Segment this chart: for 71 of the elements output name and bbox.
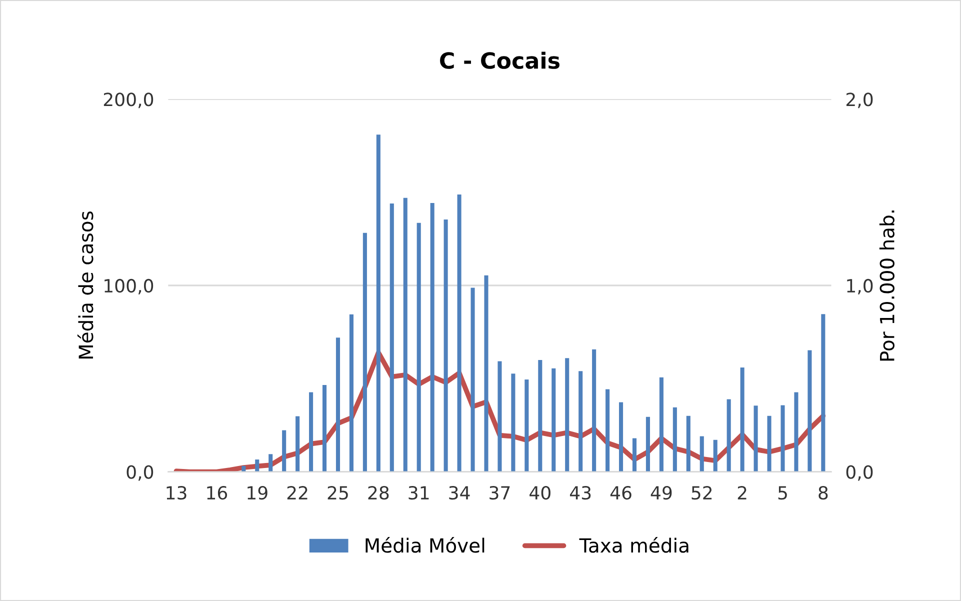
x-tick-label: 52 — [692, 486, 712, 500]
bar — [470, 288, 475, 472]
bar — [322, 384, 327, 472]
bar — [524, 380, 529, 472]
bar — [821, 314, 826, 472]
bar — [430, 202, 434, 472]
bar — [713, 440, 718, 472]
bar — [565, 358, 570, 472]
bar — [336, 338, 340, 472]
bar — [444, 220, 448, 472]
bar — [268, 454, 273, 472]
bar — [538, 360, 542, 472]
y-tick-label: 200,0 — [104, 92, 154, 108]
chart-title: C - Cocais — [440, 52, 560, 69]
bar — [578, 371, 583, 472]
y2-tick-label: 1,0 — [847, 278, 873, 294]
x-tick-label: 28 — [368, 486, 389, 500]
bar — [646, 416, 650, 472]
bar — [767, 416, 772, 472]
x-tick-label: 46 — [610, 486, 632, 500]
x-tick-label: 40 — [530, 486, 550, 500]
bar — [511, 374, 516, 472]
bar — [296, 416, 300, 472]
bar — [349, 314, 354, 472]
bar — [606, 389, 610, 472]
x-tick-label: 37 — [490, 486, 510, 500]
y-tick-label: 0,0 — [126, 465, 154, 481]
x-tick-label: 43 — [570, 486, 591, 500]
y2-axis-title: Por 10.000 hab. — [879, 210, 894, 361]
bar — [309, 392, 314, 472]
bar — [632, 438, 637, 472]
bar — [457, 194, 462, 472]
x-tick-label: 34 — [449, 486, 470, 500]
x-tick-label: 31 — [408, 486, 429, 500]
bar — [659, 377, 664, 472]
legend-label: Taxa média — [579, 536, 688, 553]
bar — [390, 204, 394, 472]
x-tick-label: 19 — [248, 486, 268, 500]
bar — [498, 361, 502, 472]
bar — [686, 416, 690, 472]
bar — [282, 430, 286, 472]
x-tick-label: 22 — [287, 486, 308, 500]
bar — [754, 406, 758, 472]
bar — [726, 399, 731, 472]
x-tick-label: 16 — [207, 486, 228, 500]
bar — [740, 367, 744, 472]
x-tick-label: 2 — [738, 486, 746, 500]
bar — [255, 459, 260, 472]
y2-tick-label: 2,0 — [846, 92, 873, 108]
bar — [672, 407, 677, 472]
x-tick-label: 8 — [818, 486, 828, 500]
x-tick-label: 49 — [650, 486, 672, 500]
legend-label: Média Móvel — [366, 536, 484, 553]
bar — [484, 275, 488, 472]
bar — [376, 134, 380, 472]
y2-tick-label: 0,0 — [846, 465, 873, 481]
bar — [794, 392, 798, 472]
bar — [618, 402, 624, 472]
bar — [700, 436, 704, 472]
y-tick-label: 100,0 — [104, 278, 154, 294]
bar — [780, 405, 785, 472]
bar — [403, 198, 408, 472]
x-tick-label: 13 — [166, 486, 186, 500]
x-tick-label: 5 — [778, 486, 787, 500]
bar — [362, 232, 367, 472]
bar — [416, 222, 421, 472]
y-axis-title: Média de casos — [77, 212, 94, 358]
bar — [592, 349, 596, 472]
bar — [808, 350, 812, 472]
bar — [552, 368, 556, 472]
x-tick-label: 25 — [328, 486, 348, 500]
